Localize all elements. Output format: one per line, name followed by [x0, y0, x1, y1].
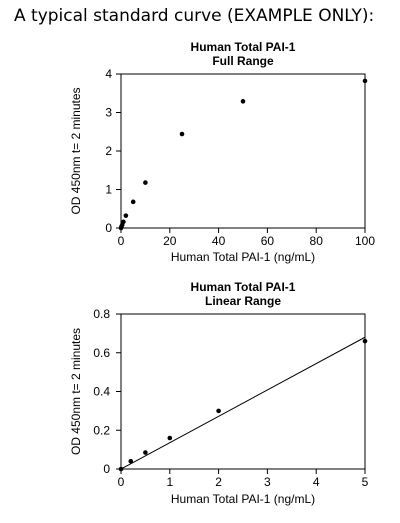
y-tick-label: 4 [105, 67, 112, 81]
y-tick-label: 0 [105, 221, 112, 235]
x-tick-label: 2 [215, 475, 222, 489]
page-heading: A typical standard curve (EXAMPLE ONLY): [14, 6, 375, 26]
trendline [120, 336, 366, 470]
data-point [118, 466, 124, 472]
data-point [362, 78, 368, 84]
x-tick-label: 1 [166, 475, 173, 489]
x-tick-label: 100 [355, 234, 375, 248]
y-tick-label: 0.6 [93, 346, 110, 360]
x-tick-label: 40 [212, 234, 226, 248]
y-tick-label: 0 [103, 462, 110, 476]
chart-title: Human Total PAI-1 [191, 40, 296, 54]
chart-subtitle: Linear Range [205, 294, 281, 308]
x-tick-label: 5 [362, 475, 369, 489]
x-axis-label: Human Total PAI-1 (ng/mL) [171, 250, 315, 264]
y-axis-label: OD 450nm t= 2 minutes [69, 87, 83, 214]
x-tick-label: 0 [118, 475, 125, 489]
data-point [143, 180, 148, 185]
x-tick-label: 4 [313, 475, 320, 489]
data-point [240, 99, 246, 104]
y-axis-label: OD 450nm t= 2 minutes [69, 328, 83, 455]
data-point [362, 338, 368, 344]
y-tick-label: 1 [105, 183, 112, 197]
y-tick-label: 2 [105, 144, 112, 158]
y-tick-label: 3 [105, 106, 112, 120]
x-tick-label: 60 [261, 234, 275, 248]
data-point [121, 219, 126, 225]
x-axis-label: Human Total PAI-1 (ng/mL) [171, 492, 315, 506]
x-tick-label: 0 [118, 234, 125, 248]
data-point [123, 213, 129, 218]
x-tick-label: 80 [310, 234, 324, 248]
data-point [143, 450, 148, 455]
y-tick-label: 0.8 [93, 307, 110, 321]
y-tick-label: 0.4 [93, 385, 110, 399]
data-point [179, 131, 185, 137]
chart-title: Human Total PAI-1 [191, 280, 296, 294]
chart-subtitle: Full Range [212, 54, 274, 68]
y-tick-label: 0.2 [93, 423, 110, 437]
data-point [216, 408, 221, 414]
x-tick-label: 3 [264, 475, 271, 489]
plot-frame [120, 73, 366, 229]
data-point [130, 199, 136, 205]
plot-frame [120, 313, 366, 470]
data-point [167, 435, 173, 441]
data-point [128, 458, 134, 464]
x-tick-label: 20 [163, 234, 177, 248]
